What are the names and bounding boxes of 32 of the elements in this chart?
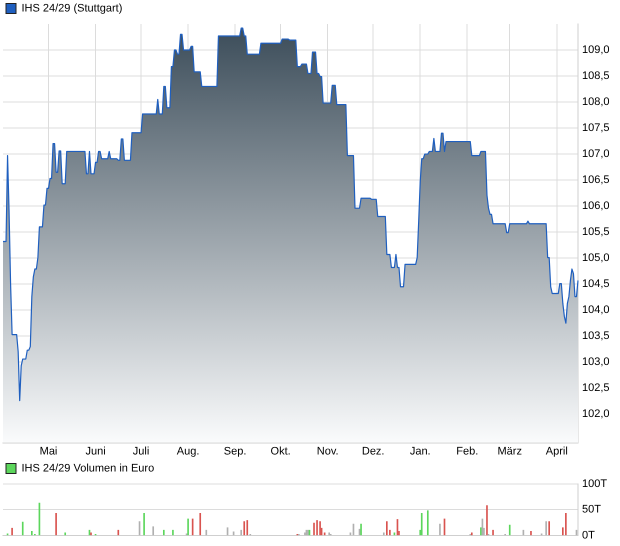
x-tick-label: Sep.	[224, 445, 246, 458]
y-tick-label: 108,5	[582, 70, 610, 82]
x-tick-label: Feb.	[456, 445, 478, 458]
y-tick-label: 103,5	[582, 330, 610, 342]
y-tick-label: 109,0	[582, 44, 610, 56]
y-tick-label: 0T	[582, 529, 596, 542]
y-tick-label: 104,0	[582, 304, 610, 316]
y-tick-label: 105,5	[582, 226, 610, 238]
legend-label: IHS 24/29 Volumen in Euro	[22, 462, 154, 475]
x-tick-label: Aug.	[176, 445, 200, 458]
y-tick-label: 107,0	[582, 148, 610, 160]
y-tick-label: 100T	[582, 478, 608, 490]
x-tick-label: Juli	[132, 445, 150, 458]
y-tick-label: 103,0	[582, 356, 610, 368]
x-tick-label: Dez.	[362, 445, 384, 458]
x-tick-label: Nov.	[316, 445, 339, 458]
x-tick-label: März	[498, 445, 522, 458]
x-tick-label: Juni	[85, 445, 106, 458]
y-tick-label: 50T	[582, 504, 602, 516]
y-tick-label: 108,0	[582, 96, 610, 108]
x-tick-label: April	[546, 445, 568, 458]
y-tick-label: 106,5	[582, 174, 610, 186]
y-tick-label: 105,0	[582, 252, 610, 264]
x-tick-label: Okt.	[270, 445, 291, 458]
y-tick-label: 107,5	[582, 122, 610, 134]
y-tick-label: 104,5	[582, 278, 610, 290]
y-tick-label: 102,0	[582, 408, 610, 420]
y-tick-label: 102,5	[582, 382, 610, 394]
x-tick-label: Mai	[40, 445, 58, 458]
y-tick-label: 106,0	[582, 200, 610, 212]
legend-label: IHS 24/29 (Stuttgart)	[22, 2, 122, 15]
x-tick-label: Jan.	[410, 445, 431, 458]
